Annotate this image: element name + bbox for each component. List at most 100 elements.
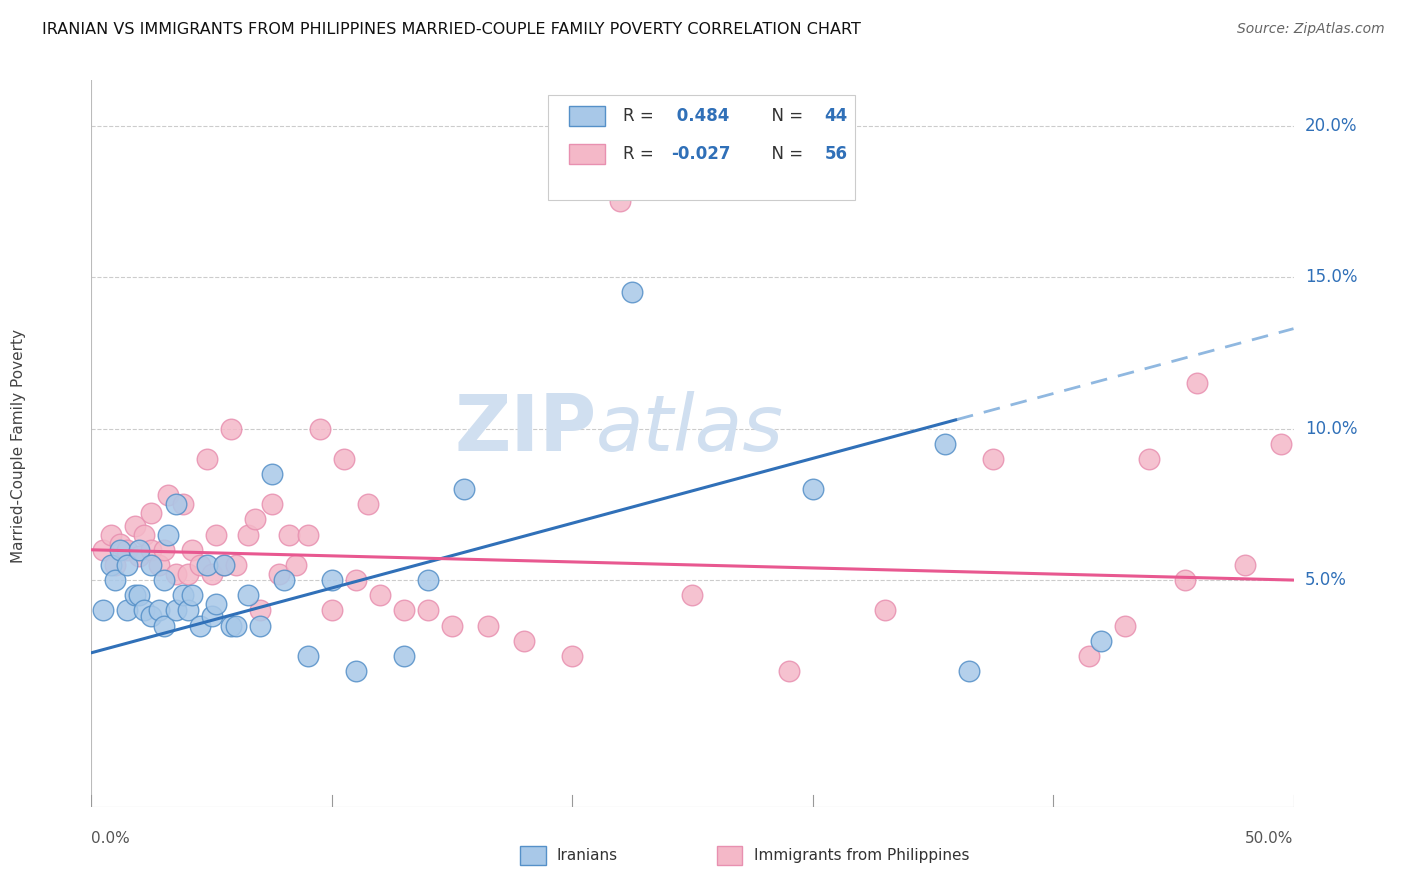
- Point: [236, 588, 259, 602]
- Text: ZIP: ZIP: [454, 392, 596, 467]
- Point: [157, 488, 180, 502]
- Point: [297, 648, 319, 663]
- Point: [609, 194, 631, 209]
- Point: [134, 527, 156, 541]
- Point: [219, 422, 242, 436]
- Point: [93, 603, 115, 617]
- Point: [219, 618, 242, 632]
- Point: [93, 542, 115, 557]
- Point: [561, 648, 583, 663]
- Point: [195, 558, 218, 572]
- Point: [165, 567, 187, 582]
- Point: [104, 573, 127, 587]
- Point: [297, 527, 319, 541]
- Point: [1078, 648, 1101, 663]
- Point: [1234, 558, 1257, 572]
- Point: [236, 527, 259, 541]
- Point: [981, 451, 1004, 466]
- Point: [801, 482, 824, 496]
- Text: Married-Couple Family Poverty: Married-Couple Family Poverty: [11, 329, 25, 563]
- Point: [513, 633, 536, 648]
- Point: [249, 603, 271, 617]
- Point: [212, 558, 235, 572]
- Point: [873, 603, 896, 617]
- Point: [321, 573, 343, 587]
- Point: [176, 567, 198, 582]
- Point: [243, 512, 266, 526]
- Text: 20.0%: 20.0%: [1305, 117, 1357, 135]
- Point: [128, 588, 150, 602]
- Text: Source: ZipAtlas.com: Source: ZipAtlas.com: [1237, 22, 1385, 37]
- Point: [333, 451, 356, 466]
- Point: [124, 588, 146, 602]
- Point: [176, 603, 198, 617]
- Point: [172, 588, 194, 602]
- Point: [188, 558, 211, 572]
- FancyBboxPatch shape: [548, 95, 855, 200]
- Text: 44: 44: [825, 107, 848, 125]
- Text: 56: 56: [825, 145, 848, 163]
- Point: [267, 567, 290, 582]
- Point: [100, 527, 122, 541]
- Point: [172, 497, 194, 511]
- Point: [344, 664, 367, 678]
- Point: [212, 558, 235, 572]
- Text: IRANIAN VS IMMIGRANTS FROM PHILIPPINES MARRIED-COUPLE FAMILY POVERTY CORRELATION: IRANIAN VS IMMIGRANTS FROM PHILIPPINES M…: [42, 22, 860, 37]
- Point: [165, 603, 187, 617]
- Point: [778, 664, 800, 678]
- Point: [416, 573, 439, 587]
- Point: [201, 609, 224, 624]
- Point: [110, 542, 132, 557]
- Text: R =: R =: [623, 107, 659, 125]
- Point: [357, 497, 380, 511]
- Text: 50.0%: 50.0%: [1246, 831, 1294, 847]
- Point: [321, 603, 343, 617]
- Point: [934, 437, 956, 451]
- Point: [205, 597, 228, 611]
- Point: [1270, 437, 1292, 451]
- Point: [165, 497, 187, 511]
- Text: N =: N =: [761, 107, 808, 125]
- Point: [152, 573, 174, 587]
- Point: [1137, 451, 1160, 466]
- Point: [152, 618, 174, 632]
- Point: [225, 558, 247, 572]
- Point: [117, 558, 139, 572]
- Point: [284, 558, 307, 572]
- Point: [134, 603, 156, 617]
- Point: [181, 542, 204, 557]
- Point: [141, 558, 163, 572]
- Point: [201, 567, 224, 582]
- Point: [141, 609, 163, 624]
- Point: [1174, 573, 1197, 587]
- Text: 5.0%: 5.0%: [1305, 571, 1347, 589]
- Point: [440, 618, 463, 632]
- Point: [117, 603, 139, 617]
- Point: [141, 542, 163, 557]
- Point: [141, 507, 163, 521]
- Point: [416, 603, 439, 617]
- Point: [249, 618, 271, 632]
- Point: [128, 542, 150, 557]
- Point: [260, 467, 283, 481]
- Point: [392, 648, 415, 663]
- Point: [148, 603, 170, 617]
- Point: [392, 603, 415, 617]
- Point: [181, 588, 204, 602]
- Point: [110, 537, 132, 551]
- Point: [205, 527, 228, 541]
- Point: [681, 588, 703, 602]
- Point: [128, 549, 150, 563]
- Text: Iranians: Iranians: [557, 848, 617, 863]
- Point: [148, 558, 170, 572]
- Point: [117, 542, 139, 557]
- Point: [1187, 376, 1209, 391]
- Point: [308, 422, 330, 436]
- Point: [344, 573, 367, 587]
- Point: [260, 497, 283, 511]
- Bar: [568, 145, 605, 164]
- Point: [100, 558, 122, 572]
- Point: [225, 618, 247, 632]
- Point: [152, 542, 174, 557]
- Text: 15.0%: 15.0%: [1305, 268, 1357, 286]
